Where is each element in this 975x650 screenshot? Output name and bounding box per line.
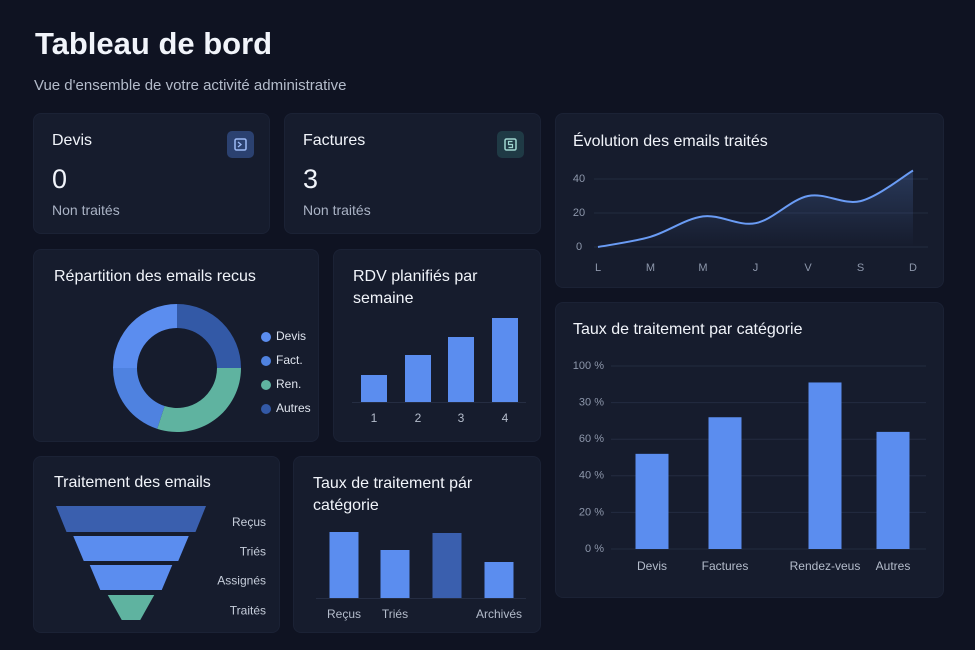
chart-title: Traitement des emails: [54, 474, 211, 491]
stat-value: 3: [303, 164, 319, 194]
bar-chart-card: RDV planifiés par semaine 1 2 3 4: [333, 249, 541, 442]
bar: [380, 550, 410, 598]
x-tick-label: Factures: [702, 559, 749, 573]
y-tick-label: 30 %: [579, 397, 604, 409]
legend-label: Fact.: [276, 353, 303, 367]
bar: [808, 382, 842, 549]
bar: [432, 533, 462, 598]
x-tick-label: 3: [458, 411, 465, 425]
bar: [484, 562, 514, 598]
stat-caption: Non traités: [52, 202, 120, 218]
chart-title: RDV planifiés par semaine: [353, 268, 478, 307]
x-tick-label: Archivés: [476, 607, 522, 621]
funnel-chart-card: Traitement des emails Reçus Triés Assignés…: [33, 456, 280, 633]
chart-title: Évolution des emails traités: [573, 133, 768, 150]
bar: [492, 318, 518, 402]
y-tick-label: 20: [573, 207, 585, 219]
bar: [405, 355, 431, 402]
y-tick-label: 60 %: [579, 433, 604, 445]
x-tick-label: Triés: [382, 607, 408, 621]
donut-chart-card: Répartition des emails recus Devis Fact. R…: [33, 249, 319, 442]
x-tick-label: Reçus: [327, 607, 361, 621]
y-tick-label: 0: [576, 241, 582, 253]
funnel-stage: [56, 506, 206, 532]
stat-icon: [497, 131, 524, 158]
funnel-label: Reçus: [232, 515, 266, 529]
x-tick-label: L: [595, 262, 601, 274]
chart: 0 20 40 L M M J V S D: [573, 169, 928, 274]
pie-slice: [113, 304, 177, 368]
x-tick-label: 2: [415, 411, 422, 425]
stat-title: Factures: [303, 132, 366, 149]
x-tick-label: J: [753, 262, 759, 274]
funnel-stage: [89, 565, 173, 590]
x-tick-label: Devis: [637, 559, 667, 573]
bar-chart-card: Taux de traitement par catégorie 0 % 20 %…: [555, 302, 944, 598]
y-tick-label: 40: [573, 173, 585, 185]
x-tick-label: Autres: [876, 559, 911, 573]
chart-title: Taux de traitement pár catégorie: [313, 475, 473, 514]
page-title: Tableau de bord: [35, 26, 273, 61]
stat-title: Devis: [52, 132, 93, 149]
stat-card[interactable]: Factures 3 Non traités: [284, 113, 541, 234]
legend-label: Devis: [276, 329, 306, 343]
x-tick-label: Rendez-veus: [790, 559, 861, 573]
funnel-stage: [73, 536, 189, 561]
y-tick-label: 0 %: [585, 543, 604, 555]
chart-title: Répartition des emails recus: [54, 268, 256, 285]
x-tick-label: V: [804, 262, 812, 274]
stat-card[interactable]: Devis 0 Non traités: [33, 113, 270, 234]
x-tick-label: D: [909, 262, 917, 274]
legend-label: Autres: [276, 401, 311, 415]
bar: [448, 337, 474, 402]
y-tick-label: 100 %: [573, 360, 604, 372]
y-tick-label: 40 %: [579, 470, 604, 482]
chart: Reçus Triés Archivés: [316, 532, 526, 621]
legend-swatch: [261, 380, 271, 390]
bar: [635, 453, 669, 549]
pie-slice: [113, 368, 165, 429]
line-chart-card: Évolution des emails traités 0 20 40 L M M J V S…: [555, 113, 944, 288]
x-tick-label: M: [646, 262, 655, 274]
bar: [708, 417, 742, 549]
bar: [361, 375, 387, 402]
chart: Reçus Triés Assignés Traités: [56, 506, 266, 620]
legend-label: Ren.: [276, 377, 301, 391]
page-subtitle: Vue d'ensemble de votre activité adminis…: [34, 77, 347, 94]
chart: 0 % 20 % 40 % 60 % 30 % 100 % Devis Factures Ren…: [573, 360, 926, 573]
funnel-label: Traités: [230, 604, 266, 618]
funnel-label: Assignés: [217, 574, 266, 588]
line: [597, 169, 914, 248]
line-area: [598, 170, 913, 247]
legend-swatch: [261, 356, 271, 366]
stat-value: 0: [52, 164, 68, 194]
x-tick-label: M: [698, 262, 707, 274]
funnel-label: Triés: [240, 545, 266, 559]
stat-icon: [227, 131, 254, 158]
chart-title: Taux de traitement par catégorie: [573, 321, 803, 338]
x-tick-label: S: [857, 262, 864, 274]
chart: 1 2 3 4: [352, 318, 526, 425]
x-tick-label: 4: [502, 411, 509, 425]
x-tick-label: 1: [371, 411, 378, 425]
bar: [329, 532, 359, 598]
chart: Devis Fact. Ren. Autres: [113, 304, 311, 432]
legend-swatch: [261, 404, 271, 414]
y-tick-label: 20 %: [579, 506, 604, 518]
legend-swatch: [261, 332, 271, 342]
pie-slice: [177, 304, 241, 368]
stat-caption: Non traités: [303, 202, 371, 218]
bar-chart-card: Taux de traitement pár catégorie Reçus Tr…: [293, 456, 541, 633]
bar: [876, 431, 910, 549]
funnel-stage: [107, 595, 155, 620]
pie-slice: [157, 368, 241, 432]
